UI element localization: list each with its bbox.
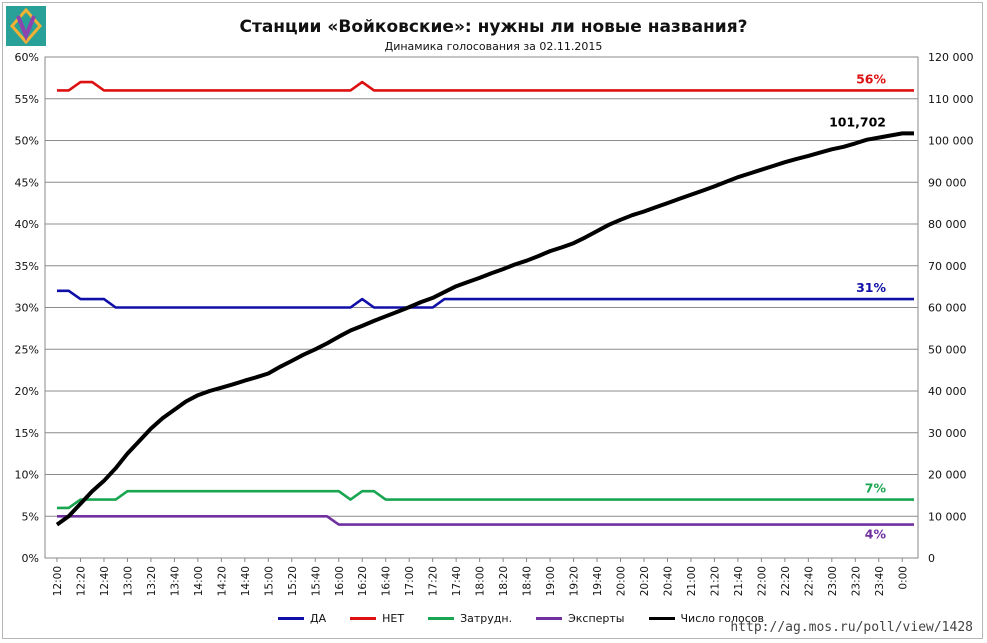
- x-tick-label: 16:00: [334, 566, 346, 596]
- legend-item: ДА: [278, 612, 326, 625]
- y-left-tick-label: 35%: [15, 260, 39, 273]
- y-right-tick-label: 10 000: [928, 510, 967, 523]
- chart-subtitle: Динамика голосования за 02.11.2015: [384, 40, 603, 53]
- x-tick-label: 16:20: [357, 566, 369, 596]
- x-tick-label: 14:20: [216, 566, 228, 596]
- x-tick-label: 12:00: [52, 566, 64, 596]
- y-right-tick-label: 80 000: [928, 218, 967, 231]
- x-tick-label: 0:00: [897, 566, 909, 590]
- series-end-label: 56%: [856, 71, 886, 86]
- legend-item: НЕТ: [350, 612, 404, 625]
- series-line-Число голосов: [55, 131, 914, 527]
- source-url: http://ag.mos.ru/poll/view/1428: [730, 620, 973, 635]
- chart-legend: ДА НЕТ Затрудн. Эксперты Число голосов: [278, 609, 788, 627]
- x-tick-label: 20:20: [639, 566, 651, 596]
- x-tick-label: 18:40: [522, 566, 534, 596]
- x-tick-label: 13:40: [169, 566, 181, 596]
- y-left-tick-label: 15%: [15, 427, 39, 440]
- y-right-tick-label: 60 000: [928, 302, 967, 315]
- y-left-tick-label: 5%: [22, 510, 39, 523]
- x-tick-label: 15:20: [287, 566, 299, 596]
- legend-swatch: [536, 616, 563, 620]
- series-line-ДА: [57, 289, 914, 309]
- x-tick-label: 21:40: [733, 566, 745, 596]
- x-tick-label: 23:40: [874, 566, 886, 596]
- legend-item: Число голосов: [648, 611, 765, 625]
- series-line-Затрудн.: [57, 489, 914, 510]
- legend-label: НЕТ: [382, 611, 405, 625]
- y-right-tick-label: 0: [928, 552, 935, 565]
- series-end-label: 31%: [856, 280, 886, 295]
- series-line-НЕТ: [57, 80, 914, 92]
- series-end-label: 4%: [865, 527, 887, 542]
- x-tick-label: 23:00: [827, 566, 839, 596]
- y-right-tick-label: 40 000: [928, 385, 967, 398]
- x-tick-label: 13:20: [146, 566, 158, 596]
- y-left-tick-label: 50%: [15, 135, 39, 148]
- legend-label: Число голосов: [680, 611, 765, 625]
- x-tick-label: 17:00: [404, 566, 416, 596]
- chart-title: Станции «Войковские»: нужны ли новые наз…: [239, 17, 748, 37]
- ag-mos-logo-icon: [6, 6, 46, 46]
- y-left-tick-label: 25%: [15, 343, 39, 356]
- legend-swatch: [350, 616, 377, 620]
- x-tick-label: 21:20: [709, 566, 721, 596]
- x-tick-label: 17:20: [428, 566, 440, 596]
- y-right-tick-label: 30 000: [928, 427, 967, 440]
- legend-label: Эксперты: [568, 611, 625, 625]
- y-left-tick-label: 55%: [15, 93, 39, 106]
- legend-label: Затрудн.: [460, 611, 513, 625]
- x-tick-label: 19:40: [592, 566, 604, 596]
- x-tick-label: 16:40: [381, 566, 393, 596]
- x-tick-label: 23:20: [850, 566, 862, 596]
- y-left-tick-label: 60%: [15, 51, 39, 64]
- legend-label: ДА: [310, 611, 327, 625]
- y-left-tick-label: 20%: [15, 385, 39, 398]
- x-tick-label: 20:40: [662, 566, 674, 596]
- series-line-Эксперты: [57, 514, 914, 526]
- x-tick-label: 12:20: [75, 566, 87, 596]
- x-tick-label: 18:20: [498, 566, 510, 596]
- y-left-tick-label: 0%: [22, 552, 39, 565]
- y-right-tick-label: 90 000: [928, 176, 967, 189]
- series-end-label: 7%: [865, 481, 887, 496]
- x-tick-label: 18:00: [475, 566, 487, 596]
- x-tick-label: 15:00: [263, 566, 275, 596]
- x-tick-label: 22:20: [780, 566, 792, 596]
- x-tick-label: 19:20: [569, 566, 581, 596]
- y-right-tick-label: 20 000: [928, 469, 967, 482]
- x-tick-label: 21:00: [686, 566, 698, 596]
- legend-swatch: [648, 616, 675, 620]
- x-tick-label: 15:40: [310, 566, 322, 596]
- x-tick-label: 13:00: [122, 566, 134, 596]
- x-tick-label: 20:00: [616, 566, 628, 596]
- x-tick-label: 14:00: [193, 566, 205, 596]
- y-right-tick-label: 70 000: [928, 260, 967, 273]
- y-left-tick-label: 10%: [15, 469, 39, 482]
- legend-item: Эксперты: [536, 611, 625, 625]
- x-tick-label: 22:00: [756, 566, 768, 596]
- y-right-tick-label: 120 000: [928, 51, 974, 64]
- y-right-tick-label: 50 000: [928, 343, 967, 356]
- x-tick-label: 22:40: [803, 566, 815, 596]
- y-right-tick-label: 110 000: [928, 93, 974, 106]
- y-right-tick-label: 100 000: [928, 135, 974, 148]
- x-tick-label: 19:00: [545, 566, 557, 596]
- y-left-tick-label: 40%: [15, 218, 39, 231]
- y-left-tick-label: 30%: [15, 302, 39, 315]
- y-left-tick-label: 45%: [15, 176, 39, 189]
- series-end-label: 101,702: [829, 114, 886, 129]
- legend-item: Затрудн.: [428, 612, 512, 625]
- x-tick-label: 17:40: [451, 566, 463, 596]
- x-tick-label: 12:40: [99, 566, 111, 596]
- legend-swatch: [428, 616, 455, 620]
- legend-swatch: [278, 616, 304, 620]
- x-tick-label: 14:40: [240, 566, 252, 596]
